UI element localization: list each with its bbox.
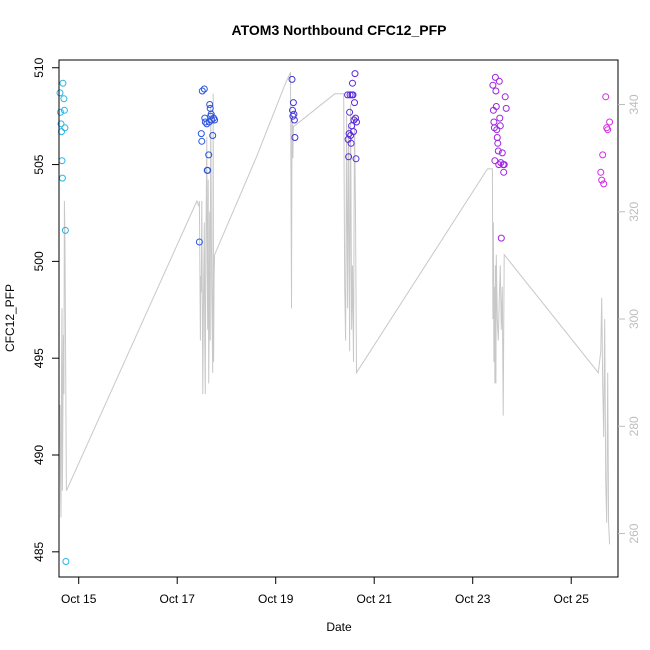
data-point (353, 118, 360, 126)
data-point (288, 75, 296, 83)
x-tick-label: Oct 19 (258, 592, 294, 606)
data-point (205, 151, 213, 159)
data-point (496, 114, 504, 122)
x-tick-label: Oct 17 (160, 592, 196, 606)
data-point (201, 118, 209, 126)
data-point (602, 93, 610, 101)
y-axis-label: CFC12_PFP (3, 284, 17, 352)
data-point (606, 118, 614, 126)
data-point (352, 155, 360, 163)
y-tick-label: 490 (32, 445, 46, 465)
data-point (206, 101, 214, 108)
data-point (208, 116, 216, 124)
data-point (489, 81, 497, 89)
data-point (349, 79, 356, 87)
data-point (351, 70, 359, 78)
data-point (500, 161, 508, 169)
data-point (198, 137, 206, 145)
y-tick-label: 500 (32, 251, 46, 271)
data-point (495, 77, 503, 85)
data-point (498, 149, 506, 157)
data-point (57, 108, 64, 116)
data-point (209, 132, 217, 139)
data-point (61, 226, 69, 234)
data-point (598, 176, 606, 184)
data-point (60, 95, 68, 103)
data-point (290, 116, 298, 124)
y-tick-label: 505 (32, 154, 46, 174)
data-point (597, 168, 605, 176)
y2-tick-label: 260 (627, 523, 641, 543)
data-point (61, 124, 69, 132)
data-point (200, 85, 208, 93)
data-point (502, 104, 510, 112)
y2-tick-label: 300 (627, 309, 641, 329)
secondary-series-line-layer (59, 72, 611, 545)
secondary-series-line (59, 72, 611, 545)
data-point (211, 116, 219, 124)
data-point (352, 114, 359, 122)
data-point (349, 91, 357, 99)
data-point (347, 139, 355, 147)
data-point (291, 134, 299, 141)
y-tick-label: 495 (32, 348, 46, 368)
data-point (495, 161, 503, 169)
data-point (491, 73, 499, 81)
data-point (604, 126, 612, 134)
data-point (492, 103, 500, 110)
data-point (195, 238, 203, 246)
x-axis-label: Date (326, 620, 352, 634)
data-point (496, 122, 504, 130)
data-point (345, 130, 353, 138)
data-point (57, 120, 65, 128)
data-points-layer (56, 70, 614, 565)
plot-frame (58, 59, 619, 578)
data-point (344, 91, 352, 99)
data-point (345, 153, 353, 161)
data-point (197, 130, 205, 138)
data-point (346, 91, 354, 99)
y-tick-label: 485 (32, 541, 46, 561)
data-point (494, 139, 502, 147)
data-point (60, 106, 68, 114)
data-point (497, 234, 505, 242)
x-tick-label: Oct 15 (61, 592, 97, 606)
y2-tick-label: 340 (627, 94, 641, 114)
data-point (204, 166, 212, 174)
x-tick-label: Oct 21 (357, 592, 393, 606)
data-point (56, 89, 64, 97)
y2-tick-label: 280 (627, 416, 641, 436)
data-point (62, 558, 70, 565)
y-tick-label: 510 (32, 57, 46, 77)
y2-tick-label: 320 (627, 201, 641, 221)
data-point (492, 87, 500, 95)
data-point (351, 99, 358, 107)
data-point (501, 93, 509, 101)
data-point (346, 108, 354, 116)
data-point (494, 147, 502, 155)
x-tick-label: Oct 25 (554, 592, 590, 606)
data-point (500, 168, 508, 176)
data-point (59, 79, 67, 87)
axes-layer: 485 490 495 500 505 510 260 280 300 320 340 Oct 15 O… (32, 57, 641, 606)
data-point (198, 87, 206, 95)
x-tick-label: Oct 23 (455, 592, 491, 606)
data-point (289, 99, 297, 107)
data-point (350, 128, 357, 136)
data-point (493, 126, 501, 134)
data-point (599, 151, 607, 159)
data-point (600, 180, 608, 188)
chart-title: ATOM3 Northbound CFC12_PFP (232, 22, 447, 38)
